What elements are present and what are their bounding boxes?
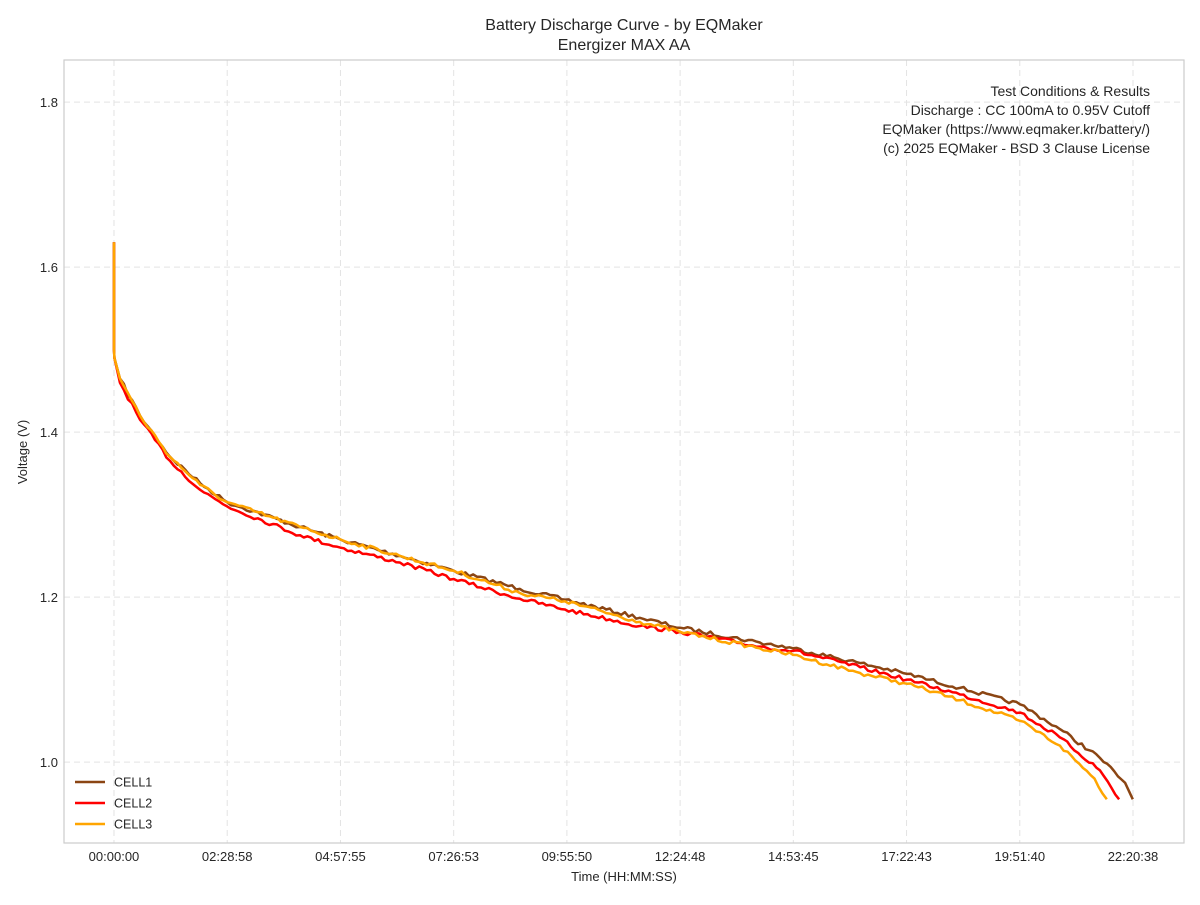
x-tick-label: 12:24:48 <box>655 849 706 864</box>
x-tick-label: 17:22:43 <box>881 849 932 864</box>
y-tick-label: 1.0 <box>40 755 58 770</box>
x-tick-label: 04:57:55 <box>315 849 366 864</box>
legend: CELL1 CELL2 CELL3 <box>75 776 152 832</box>
annotation-line: EQMaker (https://www.eqmaker.kr/battery/… <box>882 121 1150 137</box>
test-conditions-annotation: Test Conditions & Results Discharge : CC … <box>882 83 1150 156</box>
x-tick-label: 22:20:38 <box>1108 849 1159 864</box>
y-tick-label: 1.2 <box>40 590 58 605</box>
x-tick-label: 14:53:45 <box>768 849 819 864</box>
x-tick-label: 07:26:53 <box>428 849 479 864</box>
y-tick-label: 1.6 <box>40 260 58 275</box>
x-tick-label: 02:28:58 <box>202 849 253 864</box>
chart-subtitle: Energizer MAX AA <box>558 37 691 54</box>
x-tick-label: 19:51:40 <box>994 849 1045 864</box>
legend-label: CELL1 <box>114 776 152 790</box>
series-line-cell3 <box>112 242 1108 801</box>
annotation-line: (c) 2025 EQMaker - BSD 3 Clause License <box>883 140 1150 156</box>
annotation-line: Discharge : CC 100mA to 0.95V Cutoff <box>911 102 1151 118</box>
series-line-cell1 <box>112 242 1134 800</box>
y-tick-labels: 1.0 1.2 1.4 1.6 1.8 <box>40 95 58 770</box>
legend-label: CELL3 <box>114 818 152 832</box>
grid <box>64 60 1184 843</box>
y-tick-label: 1.4 <box>40 425 58 440</box>
plot-frame <box>63 59 1185 844</box>
y-tick-label: 1.8 <box>40 95 58 110</box>
series-line-cell2 <box>112 242 1121 801</box>
x-tick-label: 00:00:00 <box>89 849 140 864</box>
x-axis-label: Time (HH:MM:SS) <box>571 869 677 884</box>
annotation-line: Test Conditions & Results <box>990 83 1150 99</box>
x-tick-label: 09:55:50 <box>542 849 593 864</box>
x-tick-labels: 00:00:00 02:28:58 04:57:55 07:26:53 09:55:50… <box>89 849 1159 864</box>
series-lines <box>112 242 1134 801</box>
chart-title: Battery Discharge Curve - by EQMaker <box>485 17 763 34</box>
legend-label: CELL2 <box>114 797 152 811</box>
y-axis-label: Voltage (V) <box>15 420 30 484</box>
